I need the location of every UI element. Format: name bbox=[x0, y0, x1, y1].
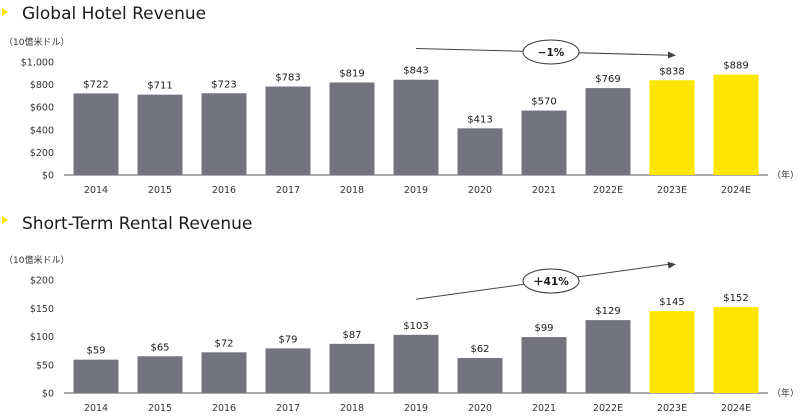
data-label: $889 bbox=[723, 61, 748, 72]
bar-2023E bbox=[649, 311, 695, 393]
bar-2021 bbox=[521, 337, 567, 393]
y-tick-label: $800 bbox=[30, 80, 54, 91]
x-tick-label: 2021 bbox=[532, 185, 556, 196]
y-tick-label: $0 bbox=[42, 171, 54, 182]
data-label: $99 bbox=[534, 323, 553, 334]
data-label: $79 bbox=[278, 334, 297, 345]
x-tick-label: 2020 bbox=[468, 403, 492, 414]
bar-2020 bbox=[457, 128, 503, 175]
growth-callout: −1% bbox=[538, 47, 565, 59]
x-tick-label: 2021 bbox=[532, 403, 556, 414]
x-tick-label: 2018 bbox=[340, 403, 364, 414]
bar-2014 bbox=[73, 93, 119, 175]
bar-2024E bbox=[713, 74, 759, 175]
hotel-revenue-chart: Global Hotel Revenue （10億米ドル） （年） $0 $200… bbox=[2, 4, 799, 196]
section-marker-icon bbox=[2, 216, 8, 224]
data-label: $62 bbox=[470, 344, 489, 355]
data-label: $59 bbox=[86, 346, 105, 357]
x-tick-label: 2016 bbox=[212, 403, 236, 414]
x-tick-label: 2015 bbox=[148, 185, 172, 196]
bar-2021 bbox=[521, 110, 567, 175]
x-tick-label: 2024E bbox=[721, 185, 751, 196]
x-tick-label: 2014 bbox=[84, 185, 108, 196]
y-tick-label: $50 bbox=[36, 360, 54, 371]
bar-2017 bbox=[265, 348, 311, 393]
y-tick-label: $150 bbox=[30, 304, 54, 315]
y-tick-label: $400 bbox=[30, 125, 54, 136]
chart-title: Short-Term Rental Revenue bbox=[22, 214, 252, 234]
data-label: $783 bbox=[275, 73, 300, 84]
chart-title: Global Hotel Revenue bbox=[22, 4, 206, 24]
x-tick-label: 2024E bbox=[721, 403, 751, 414]
data-label: $838 bbox=[659, 66, 684, 77]
y-tick-label: $200 bbox=[30, 276, 54, 287]
data-label: $65 bbox=[150, 342, 169, 353]
data-label: $711 bbox=[147, 81, 172, 92]
x-tick-label: 2016 bbox=[212, 185, 236, 196]
bar-2022E bbox=[585, 320, 631, 393]
bar-2024E bbox=[713, 307, 759, 393]
data-label: $769 bbox=[595, 74, 620, 85]
x-tick-label: 2019 bbox=[404, 403, 428, 414]
data-label: $723 bbox=[211, 79, 236, 90]
year-label: （年） bbox=[772, 169, 799, 181]
year-label: （年） bbox=[772, 387, 799, 399]
arrow-head-icon bbox=[667, 261, 676, 269]
bar-2016 bbox=[201, 352, 247, 393]
data-label: $722 bbox=[83, 79, 108, 90]
data-label: $87 bbox=[342, 330, 361, 341]
y-tick-label: $100 bbox=[30, 332, 54, 343]
data-label: $819 bbox=[339, 68, 364, 79]
bar-2020 bbox=[457, 357, 503, 393]
bar-2017 bbox=[265, 86, 311, 175]
bar-2018 bbox=[329, 343, 375, 393]
callout-ellipse bbox=[522, 268, 580, 294]
rental-revenue-chart: Short-Term Rental Revenue （10億米ドル） （年） $… bbox=[2, 214, 799, 414]
y-tick-label: $0 bbox=[42, 389, 54, 400]
x-tick-label: 2017 bbox=[276, 403, 300, 414]
y-tick-label: $1,000 bbox=[21, 58, 54, 69]
x-tick-label: 2023E bbox=[657, 403, 687, 414]
bar-2014 bbox=[73, 359, 119, 393]
x-tick-label: 2020 bbox=[468, 185, 492, 196]
y-tick-label: $600 bbox=[30, 103, 54, 114]
bar-2015 bbox=[137, 356, 183, 393]
bar-2016 bbox=[201, 93, 247, 175]
section-marker-icon bbox=[2, 8, 8, 16]
bar-2022E bbox=[585, 88, 631, 175]
x-tick-label: 2019 bbox=[404, 185, 428, 196]
data-label: $103 bbox=[403, 321, 428, 332]
data-label: $413 bbox=[467, 114, 492, 125]
data-label: $129 bbox=[595, 306, 620, 317]
y-tick-label: $200 bbox=[30, 148, 54, 159]
unit-label: （10億米ドル） bbox=[4, 36, 69, 48]
arrow-head-icon bbox=[667, 51, 676, 59]
x-tick-label: 2015 bbox=[148, 403, 172, 414]
callout-ellipse bbox=[522, 39, 580, 65]
bar-2018 bbox=[329, 82, 375, 175]
x-tick-label: 2022E bbox=[593, 403, 623, 414]
bar-2019 bbox=[393, 334, 439, 393]
x-tick-label: 2017 bbox=[276, 185, 300, 196]
x-tick-label: 2022E bbox=[593, 185, 623, 196]
x-tick-label: 2018 bbox=[340, 185, 364, 196]
x-tick-label: 2023E bbox=[657, 185, 687, 196]
growth-callout: ＋41% bbox=[533, 276, 569, 288]
data-label: $570 bbox=[531, 97, 556, 108]
bar-2015 bbox=[137, 94, 183, 175]
data-label: $145 bbox=[659, 297, 684, 308]
data-label: $152 bbox=[723, 293, 748, 304]
x-tick-label: 2014 bbox=[84, 403, 108, 414]
data-label: $843 bbox=[403, 66, 428, 77]
bar-2019 bbox=[393, 79, 439, 175]
bar-2023E bbox=[649, 80, 695, 175]
unit-label: （10億米ドル） bbox=[4, 254, 69, 266]
data-label: $72 bbox=[214, 338, 233, 349]
